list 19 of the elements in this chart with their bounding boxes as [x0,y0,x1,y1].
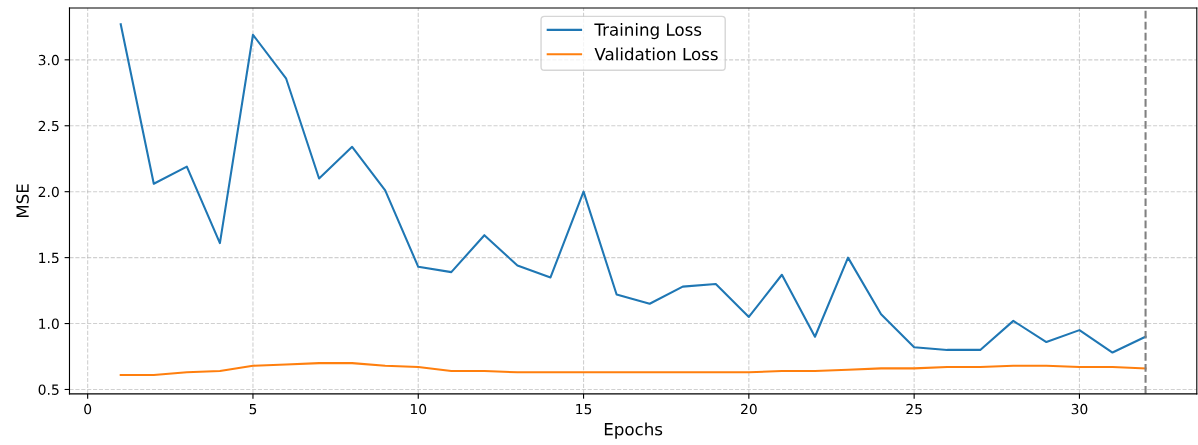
y-tick-label: 2.0 [38,186,59,198]
x-tick-label: 30 [1071,403,1088,415]
legend-label: Validation Loss [594,47,718,61]
x-tick-label: 10 [410,403,427,415]
y-tick-label: 3.0 [38,54,59,66]
y-tick-label: 0.5 [38,384,59,395]
line-series [119,362,1147,377]
x-tick-label: 15 [576,403,592,415]
x-tick-label: 20 [741,403,757,415]
x-axis-title: Epochs [604,422,663,439]
y-tick-label: 1.0 [39,318,59,330]
line-series [119,23,1147,354]
x-tick-label: 25 [906,403,922,415]
y-axis-title: MSE [16,184,29,218]
y-tick-label: 2.5 [38,120,59,132]
x-tick-label: 0 [84,403,92,415]
y-tick-label: 1.5 [39,252,59,264]
legend-label: Training Loss [594,23,702,40]
x-tick-label: 5 [249,403,257,415]
